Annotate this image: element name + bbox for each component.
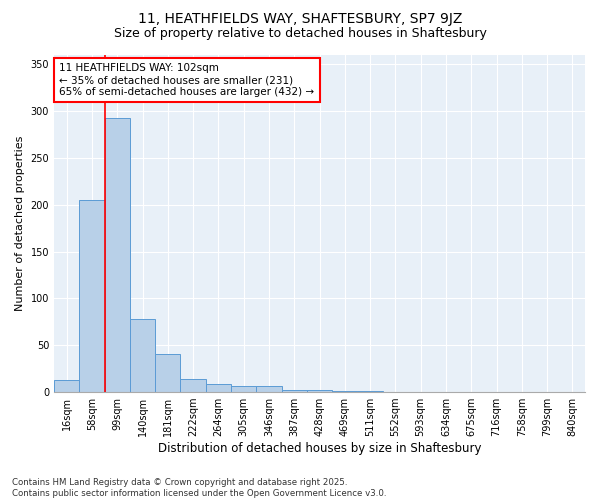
Text: 11 HEATHFIELDS WAY: 102sqm
← 35% of detached houses are smaller (231)
65% of sem: 11 HEATHFIELDS WAY: 102sqm ← 35% of deta… (59, 64, 314, 96)
Bar (281, 390, 307, 392)
Bar (332, 391, 358, 392)
Bar (155, 354, 181, 392)
Bar (231, 386, 256, 392)
Bar (181, 379, 206, 392)
Bar (130, 319, 155, 392)
Bar (206, 384, 231, 392)
Text: Contains HM Land Registry data © Crown copyright and database right 2025.
Contai: Contains HM Land Registry data © Crown c… (12, 478, 386, 498)
Bar (256, 386, 281, 392)
Bar (307, 390, 332, 392)
X-axis label: Distribution of detached houses by size in Shaftesbury: Distribution of detached houses by size … (158, 442, 481, 455)
Bar (104, 118, 130, 392)
Bar (358, 391, 383, 392)
Text: 11, HEATHFIELDS WAY, SHAFTESBURY, SP7 9JZ: 11, HEATHFIELDS WAY, SHAFTESBURY, SP7 9J… (138, 12, 462, 26)
Bar (54, 380, 79, 392)
Bar (79, 200, 104, 392)
Text: Size of property relative to detached houses in Shaftesbury: Size of property relative to detached ho… (113, 28, 487, 40)
Y-axis label: Number of detached properties: Number of detached properties (15, 136, 25, 311)
